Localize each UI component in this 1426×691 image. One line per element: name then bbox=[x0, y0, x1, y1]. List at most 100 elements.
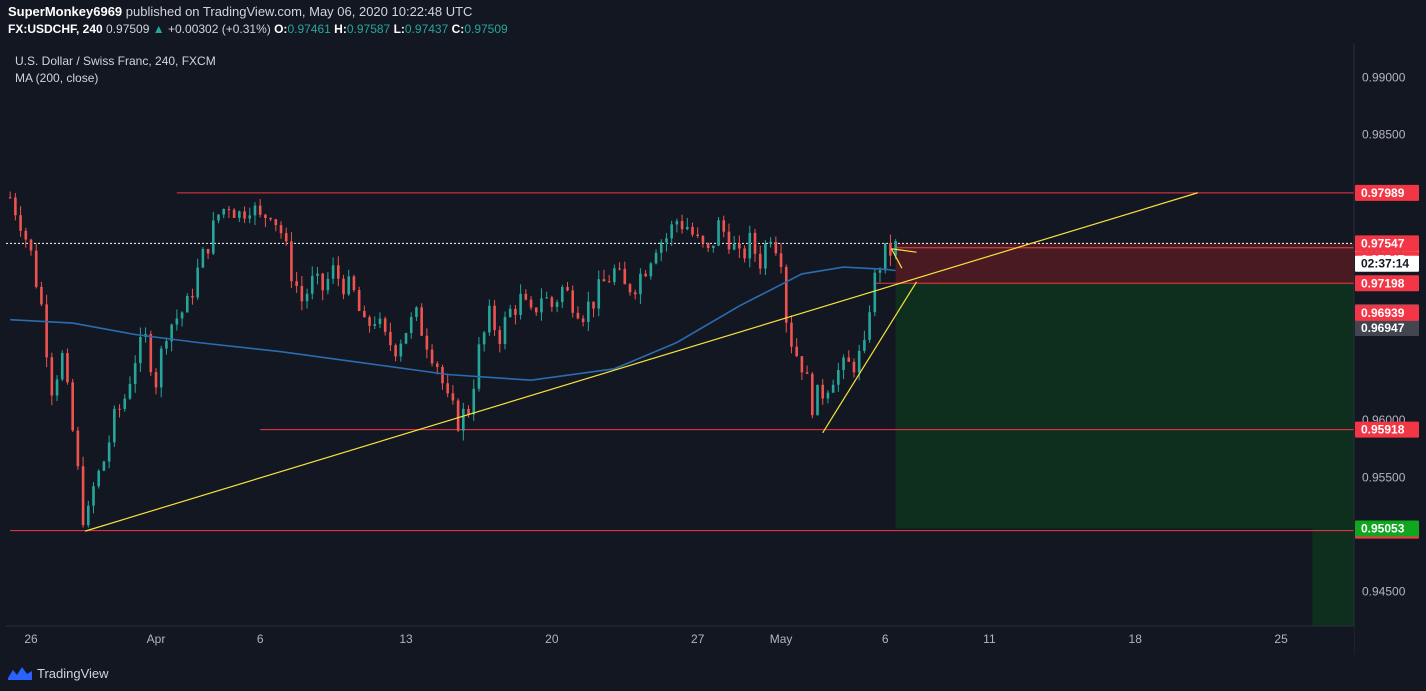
candle-down bbox=[394, 345, 397, 357]
tradingview-brand: TradingView bbox=[37, 665, 109, 681]
publish-header: SuperMonkey6969 published on TradingView… bbox=[0, 0, 1426, 40]
ma-indicator-label[interactable]: MA (200, close) bbox=[15, 71, 99, 85]
candle-down bbox=[295, 281, 298, 286]
candle-down bbox=[691, 226, 694, 235]
take-profit-zone bbox=[895, 283, 1354, 529]
chart-legend: U.S. Dollar / Swiss Franc, 240, FXCM MA … bbox=[15, 53, 216, 87]
price-tag-bg bbox=[1355, 520, 1419, 537]
candle-down bbox=[633, 292, 637, 295]
published-info: published on TradingView.com, May 06, 20… bbox=[125, 4, 473, 19]
candle-down bbox=[258, 205, 262, 215]
low-value: 0.97437 bbox=[404, 22, 449, 36]
candle-down bbox=[722, 220, 726, 232]
candle-down bbox=[321, 273, 324, 291]
candle-down bbox=[383, 318, 387, 332]
candle-down bbox=[498, 330, 502, 344]
candle-down bbox=[118, 408, 121, 410]
candle-down bbox=[779, 253, 783, 267]
candle-down bbox=[40, 286, 43, 305]
price-tag-bg bbox=[1355, 319, 1419, 336]
price-tag-label: 0.95918 bbox=[1361, 423, 1405, 437]
time-axis bbox=[6, 626, 1354, 654]
close-label: C: bbox=[451, 22, 465, 36]
x-tick-label: 18 bbox=[1129, 632, 1143, 646]
candle-down bbox=[8, 197, 12, 199]
candle-down bbox=[206, 249, 210, 254]
candle-down bbox=[800, 356, 804, 373]
trendline-4 bbox=[890, 248, 903, 269]
candle-down bbox=[357, 290, 361, 311]
price-tag-label: 0.96947 bbox=[1361, 321, 1405, 335]
candle-up bbox=[654, 252, 658, 264]
take-profit-zone-extension bbox=[1312, 528, 1354, 626]
chart-panel[interactable]: 0.99000 0.98500 0.96000 0.95500 0.94500 0.979… bbox=[6, 43, 1419, 654]
candle-up bbox=[732, 243, 736, 250]
change-value: +0.00302 (+0.31%) bbox=[168, 22, 271, 36]
price-tag-label: 02:37:14 bbox=[1361, 257, 1409, 271]
candle-down bbox=[441, 366, 444, 384]
publish-line: SuperMonkey6969 published on TradingView… bbox=[8, 4, 472, 19]
price-tag-bg bbox=[1355, 275, 1419, 292]
candle-up bbox=[717, 220, 720, 246]
price-tag-bg bbox=[1355, 235, 1419, 252]
candle-down bbox=[795, 346, 798, 357]
candle-up bbox=[123, 398, 127, 409]
price-tag-label: 0.95053 bbox=[1361, 521, 1405, 535]
candle-up bbox=[185, 295, 189, 313]
stop-loss-zone bbox=[895, 243, 1354, 284]
candle-up bbox=[217, 214, 220, 221]
candle-up bbox=[748, 232, 752, 259]
candle-up bbox=[196, 267, 199, 298]
candle-up bbox=[378, 318, 382, 325]
candle-down bbox=[738, 243, 741, 249]
candle-up bbox=[894, 241, 897, 256]
candle-down bbox=[805, 372, 809, 374]
price-tag-bg bbox=[1355, 255, 1419, 272]
candle-down bbox=[50, 357, 54, 396]
candle-up bbox=[540, 298, 543, 313]
candle-down bbox=[34, 250, 38, 287]
x-tick-label: May bbox=[770, 632, 793, 646]
candle-down bbox=[743, 248, 746, 259]
candle-up bbox=[170, 324, 173, 342]
candle-up bbox=[212, 220, 215, 254]
candle-up bbox=[310, 275, 314, 294]
candle-up bbox=[305, 293, 309, 302]
price-tag-bg bbox=[1355, 421, 1419, 438]
open-label: O: bbox=[274, 22, 288, 36]
close-value: 0.97509 bbox=[464, 22, 508, 36]
x-tick-label: 26 bbox=[24, 632, 38, 646]
author-name[interactable]: SuperMonkey6969 bbox=[8, 4, 123, 19]
tradingview-logo-icon bbox=[8, 667, 32, 680]
candle-down bbox=[790, 322, 793, 347]
candle-down bbox=[821, 384, 825, 399]
candle-down bbox=[29, 239, 33, 251]
candle-up bbox=[331, 265, 335, 279]
candle-up bbox=[488, 305, 491, 333]
candle-up bbox=[86, 505, 90, 526]
candle-down bbox=[389, 331, 392, 346]
candle-down bbox=[66, 353, 69, 383]
candle-up bbox=[665, 238, 668, 243]
candle-down bbox=[284, 233, 288, 242]
candle-down bbox=[706, 243, 710, 249]
candle-up bbox=[831, 384, 835, 393]
symbol-label[interactable]: FX:USDCHF, 240 bbox=[8, 22, 103, 36]
price-chart[interactable]: 0.990000.985000.960000.955000.945000.979… bbox=[6, 43, 1419, 654]
candle-up bbox=[764, 243, 767, 269]
high-value: 0.97587 bbox=[346, 22, 391, 36]
trendline-2 bbox=[822, 281, 917, 434]
candle-up bbox=[712, 245, 715, 249]
candle-up bbox=[316, 273, 319, 276]
open-value: 0.97461 bbox=[287, 22, 331, 36]
instrument-title[interactable]: U.S. Dollar / Swiss Franc, 240, FXCM bbox=[15, 54, 216, 68]
x-tick-label: 25 bbox=[1274, 632, 1288, 646]
y-tick-label: 0.99000 bbox=[1362, 70, 1406, 84]
candle-down bbox=[446, 383, 449, 394]
candle-down bbox=[701, 236, 705, 244]
tradingview-footer[interactable]: TradingView bbox=[8, 662, 109, 684]
candle-down bbox=[269, 218, 272, 220]
candle-down bbox=[368, 317, 371, 326]
candle-up bbox=[415, 307, 418, 317]
candle-down bbox=[550, 297, 554, 307]
